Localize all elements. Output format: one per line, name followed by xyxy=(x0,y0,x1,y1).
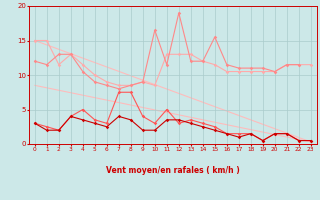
X-axis label: Vent moyen/en rafales ( km/h ): Vent moyen/en rafales ( km/h ) xyxy=(106,166,240,175)
